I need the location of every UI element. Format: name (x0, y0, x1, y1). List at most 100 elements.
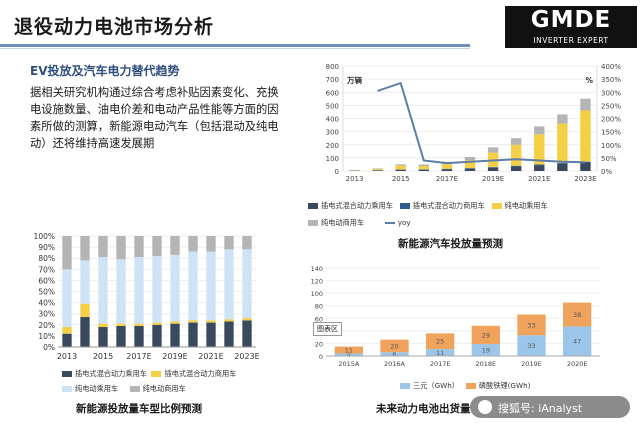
legend-label: 插电式混合动力商用车 (412, 201, 485, 210)
y-tick-label: 0 (335, 168, 339, 176)
bar-segment (557, 162, 568, 164)
watermark-text: 搜狐号: iAnalyst (498, 402, 583, 415)
bar-segment (242, 249, 252, 319)
bar-segment (206, 251, 216, 321)
bar-segment (62, 327, 72, 334)
bar-segment (471, 325, 500, 345)
bar-segment (134, 236, 144, 258)
bar-segment (464, 156, 476, 161)
data-label: 6 (392, 351, 396, 359)
y-tick-label: 200 (326, 142, 339, 150)
bar-segment (418, 166, 430, 170)
bar-segment (534, 134, 545, 165)
bar-segment (418, 169, 430, 171)
legend-label: 磷酸铁锂(GWh) (478, 381, 531, 390)
data-label: 11 (345, 347, 353, 355)
y2-tick-label: 0% (601, 168, 612, 176)
bar-segment (534, 126, 545, 135)
bar-segment (580, 162, 591, 171)
bar-segment (188, 322, 198, 347)
bar-segment (152, 255, 162, 323)
y2-tick-label: 400% (601, 63, 621, 71)
legend-label: 三元（GWh） (413, 381, 459, 390)
bar-segment (80, 317, 90, 347)
y-tick-label: 40% (38, 299, 55, 308)
bar-segment (116, 325, 126, 347)
legend-swatch (384, 222, 395, 224)
bar-segment (224, 319, 234, 322)
x-tick-label: 2015 (392, 175, 410, 183)
bar-segment (80, 236, 90, 261)
header-divider (0, 44, 470, 47)
legend-swatch (399, 203, 410, 209)
data-label: 11 (436, 349, 444, 357)
yoy-line (377, 81, 586, 165)
x-tick-label: 2021E (528, 175, 550, 183)
bar-segment (152, 322, 162, 325)
bar-segment (206, 322, 216, 347)
bar-segment (334, 346, 363, 354)
watermark-badge: 搜狐号: iAnalyst (470, 396, 630, 418)
x-tick-label: 2019E (482, 175, 504, 183)
chart-area-tooltip: 图表区 (313, 322, 342, 336)
bar-segment (557, 114, 568, 124)
company-logo: GMDE INVERTER EXPERT (505, 6, 637, 48)
x-tick-label: 2018E (476, 360, 497, 368)
vehicle-type-ratio-chart: 0% 10% 20% 30% 40% 50% 60% 70% 80% 90% 100% 2013 201… (34, 232, 260, 361)
battery-shipment-caption: 未来动力电池出货量 (376, 403, 471, 415)
legend-label: yoy (397, 218, 411, 227)
x-tick-label: 2015 (93, 352, 113, 361)
bar-segment (372, 168, 383, 169)
logo-subtext: INVERTER EXPERT (533, 36, 609, 45)
bar-segment (224, 321, 234, 347)
y-tick-label: 0 (319, 353, 323, 361)
bar-segment (534, 165, 545, 171)
logo-text: GMDE (530, 7, 612, 33)
bar-segment (510, 165, 522, 167)
data-label: 38 (573, 311, 581, 319)
ev-volume-legend: 插电式混合动力乘用车 插电式混合动力商用车 纯电动乘用车 纯电动商用车 yoy (308, 201, 638, 228)
bar-segment (510, 144, 522, 166)
x-tick-label: 2017E (436, 175, 458, 183)
bar-segment (206, 236, 216, 252)
bar-segment (517, 314, 546, 336)
bar-segment (464, 168, 476, 169)
legend-swatch (62, 371, 72, 377)
y-tick-label: 140 (311, 265, 323, 273)
bar-segment (334, 353, 363, 356)
bar-segment (188, 236, 198, 252)
bar-segment (464, 160, 476, 169)
bar-segment (580, 98, 591, 111)
y-tick-label: 70% (38, 265, 55, 274)
legend-label: 纯电动商用车 (321, 218, 365, 227)
y2-tick-label: 150% (601, 129, 621, 137)
bar-segment (242, 318, 252, 321)
bar-segment (418, 164, 430, 167)
y2-axis-label: % (585, 76, 593, 85)
x-tick-label: 2023E (234, 352, 259, 361)
y-tick-label: 100 (326, 155, 339, 163)
bar-segment (188, 320, 198, 323)
y-tick-label: 50% (38, 288, 55, 297)
legend-label: 纯电动商用车 (142, 384, 186, 393)
x-tick-label: 2013 (57, 352, 77, 361)
data-label: 19 (482, 347, 490, 355)
sohu-logo-icon (478, 400, 492, 414)
y2-tick-label: 50% (601, 155, 617, 163)
y2-tick-label: 200% (601, 116, 621, 124)
bar-segment (510, 166, 522, 171)
x-tick-label: 2023E (574, 175, 596, 183)
ev-volume-forecast-chart: 0 100 200 300 400 500 600 700 800 0% 50% 100% 150% 20… (326, 63, 622, 183)
y-tick-label: 80% (38, 254, 55, 263)
legend-label: 纯电动乘用车 (504, 201, 548, 210)
bar-segment (242, 320, 252, 347)
bar-segment (563, 302, 592, 327)
bar-segment (98, 323, 108, 328)
y-tick-label: 120 (311, 278, 323, 286)
bar-segment (98, 257, 108, 324)
bar-segment (170, 254, 180, 322)
bar-segment (152, 236, 162, 256)
x-tick-label: 2019E (521, 360, 542, 368)
bar-segment (471, 344, 500, 356)
bar-segment (426, 349, 455, 356)
